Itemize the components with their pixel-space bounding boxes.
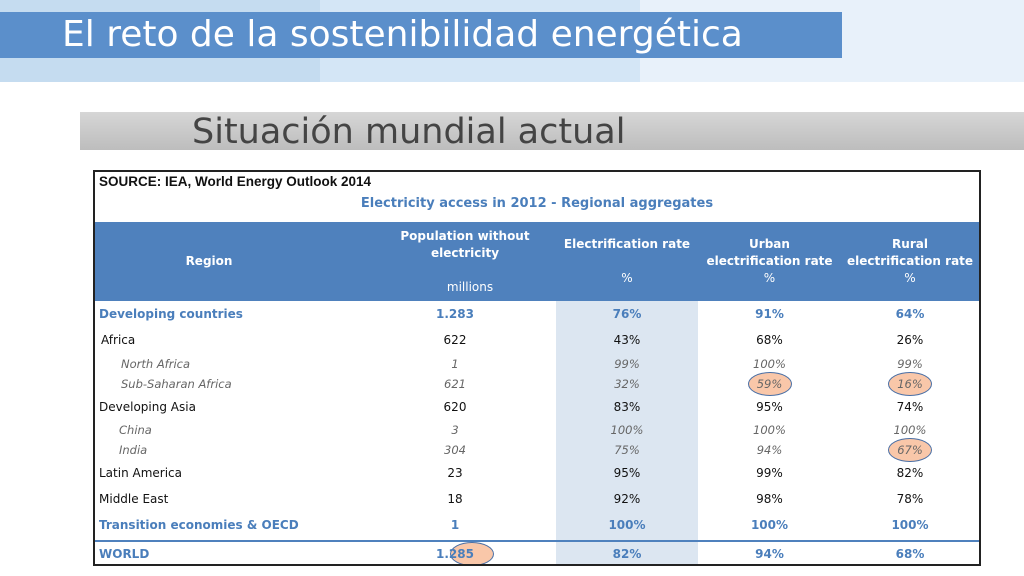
cell-electrification: 32% bbox=[614, 377, 640, 391]
table-row: India 304 75% 94% 67% bbox=[95, 440, 979, 460]
cell-electrification: 92% bbox=[613, 492, 641, 506]
table-row: Middle East 18 92% 98% 78% bbox=[95, 489, 979, 509]
table-source: SOURCE: IEA, World Energy Outlook 2014 bbox=[99, 174, 372, 189]
cell-rural: 100% bbox=[893, 423, 927, 437]
highlight-circle-world-population bbox=[450, 542, 494, 564]
table-row: Latin America 23 95% 99% 82% bbox=[95, 463, 979, 483]
cell-electrification: 95% bbox=[613, 466, 641, 480]
cell-rural: 67% bbox=[897, 443, 923, 457]
table-row: Developing countries 1.283 76% 91% 64% bbox=[95, 304, 979, 324]
cell-region: Sub-Saharan Africa bbox=[121, 377, 232, 391]
cell-rural: 100% bbox=[891, 518, 929, 532]
header-rural: Rural electrification rate % bbox=[841, 236, 979, 287]
table-row: China 3 100% 100% 100% bbox=[95, 420, 979, 440]
header-rural-line2: electrification rate bbox=[846, 254, 974, 268]
slide-subtitle: Situación mundial actual bbox=[192, 112, 626, 152]
electrification-column-shading bbox=[556, 301, 698, 564]
cell-electrification: 75% bbox=[614, 443, 640, 457]
cell-urban: 59% bbox=[756, 377, 783, 391]
cell-urban: 95% bbox=[756, 400, 783, 414]
cell-population: 1.283 bbox=[436, 307, 474, 321]
cell-population: 23 bbox=[447, 466, 463, 480]
cell-urban: 68% bbox=[756, 333, 783, 347]
table-row: Sub-Saharan Africa 621 32% 59% 16% bbox=[95, 374, 979, 394]
slide-title: El reto de la sostenibilidad energética bbox=[62, 14, 743, 55]
header-population-unit: millions bbox=[446, 280, 494, 294]
header-rural-line1: Rural bbox=[892, 237, 928, 251]
table-row: Developing Asia 620 83% 95% 74% bbox=[95, 397, 979, 417]
cell-electrification: 83% bbox=[613, 400, 641, 414]
cell-region: Developing Asia bbox=[99, 400, 196, 414]
title-bar bbox=[0, 12, 842, 58]
cell-rural: 68% bbox=[895, 547, 925, 561]
header-region: Region bbox=[185, 254, 233, 268]
cell-urban: 91% bbox=[755, 307, 784, 321]
cell-region: WORLD bbox=[99, 547, 150, 561]
cell-rural: 99% bbox=[897, 357, 923, 371]
cell-urban: 100% bbox=[753, 423, 786, 437]
cell-urban: 94% bbox=[755, 547, 784, 561]
header-electrification-unit: % bbox=[621, 271, 633, 285]
subtitle-bar bbox=[80, 112, 1024, 150]
cell-rural: 82% bbox=[896, 466, 924, 480]
cell-rural: 16% bbox=[897, 377, 923, 391]
cell-electrification: 100% bbox=[610, 423, 644, 437]
cell-urban: 94% bbox=[756, 443, 783, 457]
cell-rural: 74% bbox=[896, 400, 924, 414]
cell-electrification: 99% bbox=[614, 357, 640, 371]
cell-region: Developing countries bbox=[99, 307, 243, 321]
cell-population: 622 bbox=[443, 333, 467, 347]
table-row-world: WORLD 1.285 82% 94% 68% bbox=[95, 544, 979, 564]
table-header: Region Population without electricity mi… bbox=[95, 222, 979, 301]
cell-population: 1.285 bbox=[436, 547, 474, 561]
cell-urban: 98% bbox=[756, 492, 783, 506]
cell-region: Africa bbox=[101, 333, 136, 347]
cell-urban: 100% bbox=[753, 357, 786, 371]
cell-population: 620 bbox=[443, 400, 467, 414]
cell-rural: 26% bbox=[896, 333, 924, 347]
table-row: North Africa 1 99% 100% 99% bbox=[95, 354, 979, 374]
highlight-circle-urban-subsaharan bbox=[748, 372, 792, 396]
table-caption: Electricity access in 2012 - Regional ag… bbox=[360, 196, 714, 211]
cell-urban: 99% bbox=[756, 466, 783, 480]
world-row-divider bbox=[95, 540, 979, 542]
cell-region: Latin America bbox=[99, 466, 182, 480]
header-urban-unit: % bbox=[763, 271, 776, 285]
cell-electrification: 100% bbox=[608, 518, 646, 532]
cell-population: 621 bbox=[444, 377, 466, 391]
header-electrification-rate: Electrification rate bbox=[563, 237, 691, 251]
cell-rural: 78% bbox=[896, 492, 924, 506]
header-urban-line2: electrification rate bbox=[706, 254, 833, 268]
cell-electrification: 43% bbox=[613, 333, 641, 347]
cell-rural: 64% bbox=[895, 307, 925, 321]
cell-population: 1 bbox=[451, 357, 459, 371]
cell-electrification: 76% bbox=[612, 307, 642, 321]
header-urban-line1: Urban bbox=[749, 237, 790, 251]
cell-region: China bbox=[119, 423, 152, 437]
highlight-circle-rural-india bbox=[888, 438, 932, 462]
cell-region: North Africa bbox=[121, 357, 191, 371]
header-urban: Urban electrification rate % bbox=[698, 236, 841, 287]
header-population: Population without electricity bbox=[385, 228, 545, 262]
table-row: Africa 622 43% 68% 26% bbox=[95, 330, 979, 350]
electricity-access-table: SOURCE: IEA, World Energy Outlook 2014 E… bbox=[93, 170, 981, 566]
cell-population: 18 bbox=[447, 492, 463, 506]
header-rural-unit: % bbox=[904, 271, 916, 285]
highlight-circle-rural-subsaharan bbox=[888, 372, 932, 396]
cell-population: 304 bbox=[444, 443, 466, 457]
table-row: Transition economies & OECD 1 100% 100% … bbox=[95, 515, 979, 535]
cell-region: India bbox=[119, 443, 148, 457]
cell-region: Transition economies & OECD bbox=[99, 518, 299, 532]
cell-region: Middle East bbox=[99, 492, 169, 506]
cell-urban: 100% bbox=[750, 518, 789, 532]
header-population-line1: Population without bbox=[400, 229, 530, 243]
cell-population: 3 bbox=[451, 423, 459, 437]
cell-electrification: 82% bbox=[612, 547, 642, 561]
header-population-line2: electricity bbox=[430, 246, 500, 260]
cell-population: 1 bbox=[450, 518, 460, 532]
